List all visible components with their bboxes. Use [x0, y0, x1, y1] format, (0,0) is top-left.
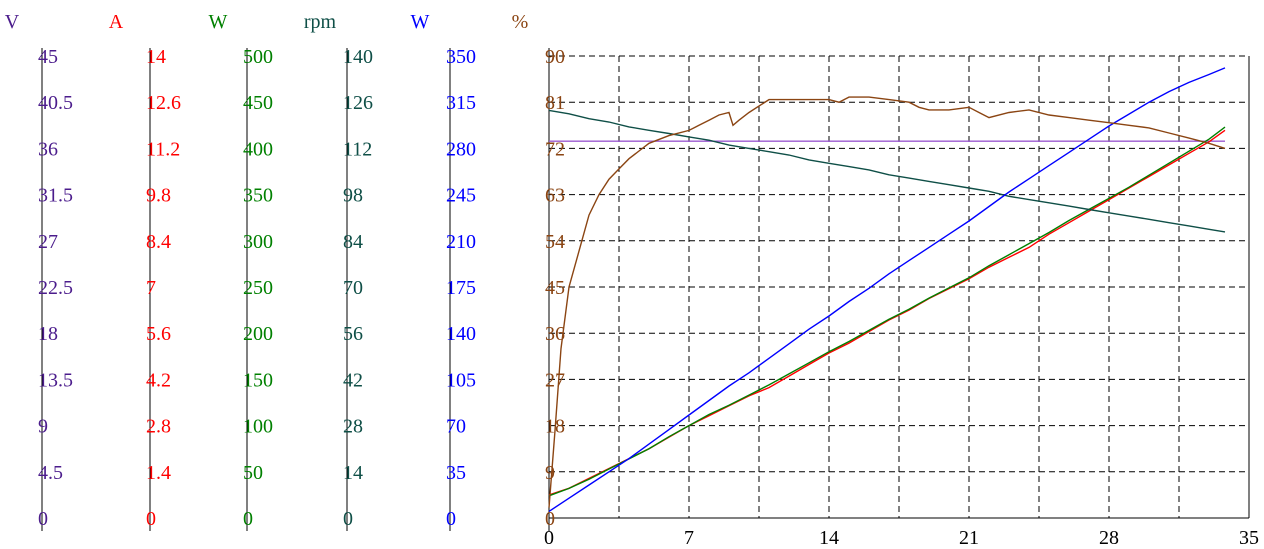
y-tick-label-volt: 27: [38, 231, 58, 253]
y-tick-label-volt: 36: [38, 138, 58, 160]
y-tick-label-amp: 11.2: [146, 138, 180, 160]
y-axis-amp: A 0 1.4 2.8 4.2 5.6 7 8.4 9.8 11.2 12.6 14: [109, 11, 181, 531]
y-tick-label-win: 100: [243, 416, 273, 438]
y-tick-label-pct: 36: [545, 323, 565, 345]
y-tick-label-wout: 35: [446, 462, 466, 484]
y-tick-label-amp: 0: [146, 508, 156, 530]
y-tick-label-pct: 54: [545, 231, 565, 253]
y-tick-label-win: 50: [243, 462, 263, 484]
y-tick-label-volt: 9: [38, 416, 48, 438]
y-tick-label-rpm: 84: [343, 231, 363, 253]
y-tick-label-win: 500: [243, 46, 273, 68]
x-tick-label: 14: [819, 527, 839, 549]
y-tick-label-pct: 9: [545, 462, 555, 484]
series-line-rpm: [548, 109, 1226, 233]
y-tick-label-pct: 81: [545, 92, 565, 114]
y-tick-label-win: 250: [243, 277, 273, 299]
y-tick-label-rpm: 28: [343, 416, 363, 438]
y-tick-label-pct: 45: [545, 277, 565, 299]
series-line-amp: [548, 129, 1226, 496]
series-lines: [548, 67, 1226, 512]
y-tick-label-win: 400: [243, 138, 273, 160]
y-tick-label-rpm: 98: [343, 185, 363, 207]
y-tick-label-wout: 0: [446, 508, 456, 530]
y-tick-label-volt: 13.5: [38, 369, 73, 391]
y-tick-label-rpm: 112: [343, 138, 372, 160]
y-tick-label-rpm: 42: [343, 369, 363, 391]
y-axis-unit-win: W: [209, 11, 228, 33]
y-tick-label-wout: 175: [446, 277, 476, 299]
y-tick-label-win: 200: [243, 323, 273, 345]
y-tick-label-volt: 0: [38, 508, 48, 530]
plot-area-frame: [549, 56, 1250, 519]
y-tick-label-rpm: 70: [343, 277, 363, 299]
y-tick-label-win: 450: [243, 92, 273, 114]
y-axis-rpm: rpm 0 14 28 42 56 70 84 98 112 126 140: [304, 11, 373, 531]
chart-grid: [549, 55, 1249, 518]
y-tick-label-win: 300: [243, 231, 273, 253]
y-axis-unit-amp: A: [109, 11, 124, 33]
y-tick-label-win: 350: [243, 185, 273, 207]
y-tick-label-wout: 105: [446, 369, 476, 391]
series-line-wout: [548, 67, 1226, 512]
series-line-pct: [548, 96, 1226, 508]
x-tick-label: 21: [959, 527, 979, 549]
y-tick-label-volt: 40.5: [38, 92, 73, 114]
y-tick-label-amp: 12.6: [146, 92, 181, 114]
y-axes: V 0 4.5 9 13.5 18 22.5 27 31.5 36 40.5 45 A 0 1.4 2.8 4.…: [5, 11, 476, 531]
y-tick-label-wout: 350: [446, 46, 476, 68]
y-axis-unit-rpm: rpm: [304, 11, 337, 33]
y-tick-label-amp: 7: [146, 277, 156, 299]
y-tick-label-volt: 4.5: [38, 462, 63, 484]
y-tick-label-pct: 27: [545, 369, 565, 391]
y-tick-label-wout: 315: [446, 92, 476, 114]
y-tick-label-wout: 210: [446, 231, 476, 253]
x-tick-label: 28: [1099, 527, 1119, 549]
y-tick-label-wout: 140: [446, 323, 476, 345]
y-tick-label-rpm: 0: [343, 508, 353, 530]
y-tick-label-pct: 63: [545, 185, 565, 207]
y-tick-label-rpm: 56: [343, 323, 363, 345]
y-axis-win: W 0 50 100 150 200 250 300 350 400 450 500: [209, 11, 273, 531]
y-tick-label-amp: 5.6: [146, 323, 171, 345]
y-tick-label-volt: 31.5: [38, 185, 73, 207]
y-tick-label-pct: 72: [545, 138, 565, 160]
y-tick-label-amp: 1.4: [146, 462, 171, 484]
y-axis-wout: W 0 35 70 105 140 175 210 245 280 315 350: [411, 11, 476, 531]
x-tick-label: 7: [684, 527, 694, 549]
y-tick-label-amp: 4.2: [146, 369, 171, 391]
y-tick-label-volt: 22.5: [38, 277, 73, 299]
y-tick-label-amp: 9.8: [146, 185, 171, 207]
y-tick-label-volt: 45: [38, 46, 58, 68]
x-tick-label: 35: [1239, 527, 1259, 549]
y-tick-label-amp: 8.4: [146, 231, 171, 253]
y-tick-label-pct: 90: [545, 46, 565, 68]
y-tick-label-win: 0: [243, 508, 253, 530]
y-tick-label-amp: 2.8: [146, 416, 171, 438]
y-tick-label-wout: 280: [446, 138, 476, 160]
y-tick-label-rpm: 140: [343, 46, 373, 68]
y-axis-volt: V 0 4.5 9 13.5 18 22.5 27 31.5 36 40.5 45: [5, 11, 73, 531]
y-axis-unit-pct: %: [512, 11, 529, 33]
y-tick-label-rpm: 14: [343, 462, 363, 484]
y-tick-label-win: 150: [243, 369, 273, 391]
y-tick-label-pct: 0: [545, 508, 555, 530]
y-tick-label-amp: 14: [146, 46, 166, 68]
y-tick-label-wout: 70: [446, 416, 466, 438]
y-tick-label-wout: 245: [446, 185, 476, 207]
y-tick-label-volt: 18: [38, 323, 58, 345]
y-tick-label-rpm: 126: [343, 92, 373, 114]
y-axis-unit-volt: V: [5, 11, 20, 33]
x-tick-label: 0: [544, 527, 554, 549]
y-axis-unit-wout: W: [411, 11, 430, 33]
x-axis: 0 7 14 21 28 35: [544, 527, 1259, 549]
series-line-win: [548, 126, 1226, 497]
